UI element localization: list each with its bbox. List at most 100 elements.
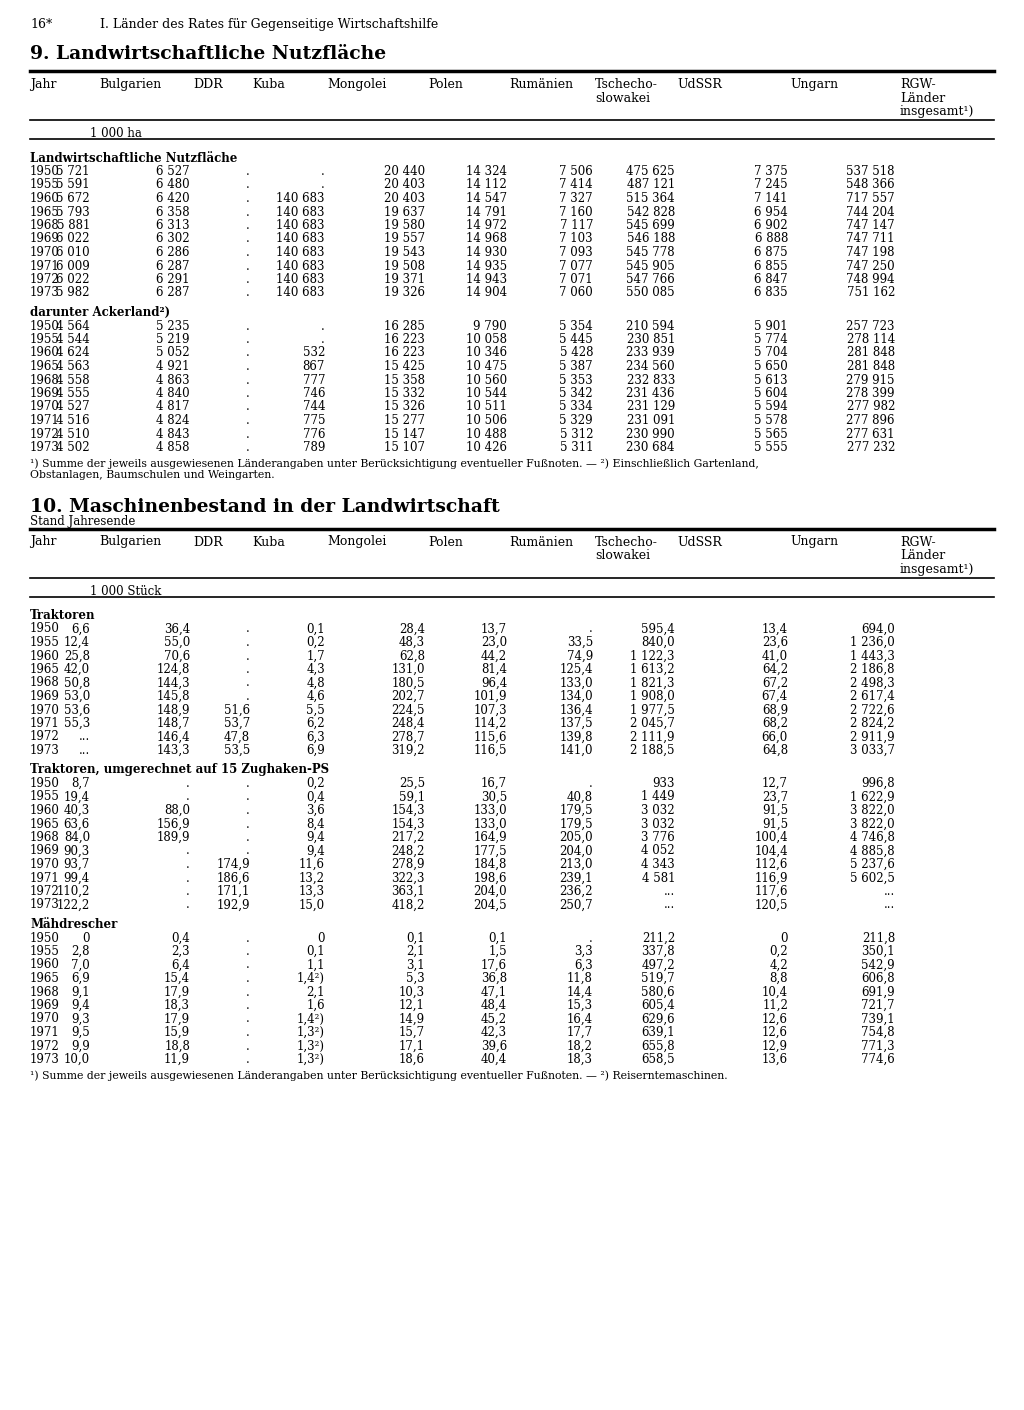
Text: 2 824,2: 2 824,2	[851, 718, 895, 730]
Text: 15 326: 15 326	[384, 400, 425, 413]
Text: 140 683: 140 683	[276, 286, 325, 299]
Text: 53,0: 53,0	[63, 689, 90, 704]
Text: 5 354: 5 354	[559, 320, 593, 333]
Text: 747 198: 747 198	[847, 245, 895, 259]
Text: 1973: 1973	[30, 286, 59, 299]
Text: 542,9: 542,9	[861, 959, 895, 971]
Text: .: .	[246, 818, 250, 830]
Text: 2 498,3: 2 498,3	[850, 677, 895, 689]
Text: 1971: 1971	[30, 871, 59, 884]
Text: 4,6: 4,6	[306, 689, 325, 704]
Text: 5 311: 5 311	[559, 441, 593, 454]
Text: I. Länder des Rates für Gegenseitige Wirtschaftshilfe: I. Länder des Rates für Gegenseitige Wir…	[100, 18, 438, 31]
Text: .: .	[246, 830, 250, 845]
Text: 10,4: 10,4	[762, 986, 788, 998]
Text: 104,4: 104,4	[755, 845, 788, 857]
Text: .: .	[246, 206, 250, 219]
Text: ¹) Summe der jeweils ausgewiesenen Länderangaben unter Berücksichtigung eventuel: ¹) Summe der jeweils ausgewiesenen Lände…	[30, 458, 759, 470]
Text: 1970: 1970	[30, 704, 59, 716]
Text: 771,3: 771,3	[861, 1039, 895, 1052]
Text: 107,3: 107,3	[473, 704, 507, 716]
Text: Obstanlagen, Baumschulen und Weingarten.: Obstanlagen, Baumschulen und Weingarten.	[30, 470, 274, 479]
Text: 6 855: 6 855	[755, 259, 788, 272]
Text: 18,2: 18,2	[567, 1039, 593, 1052]
Text: 1,4²): 1,4²)	[297, 971, 325, 986]
Text: 5 982: 5 982	[56, 286, 90, 299]
Text: 140 683: 140 683	[276, 219, 325, 233]
Text: 5 704: 5 704	[755, 347, 788, 360]
Text: ...: ...	[884, 885, 895, 898]
Text: 14 930: 14 930	[466, 245, 507, 259]
Text: 62,8: 62,8	[399, 650, 425, 663]
Text: 605,4: 605,4	[641, 1000, 675, 1012]
Text: Kuba: Kuba	[252, 536, 285, 548]
Text: 16 285: 16 285	[384, 320, 425, 333]
Text: 16 223: 16 223	[384, 333, 425, 345]
Text: .: .	[246, 333, 250, 345]
Text: 6 287: 6 287	[157, 259, 190, 272]
Text: 4 052: 4 052	[641, 845, 675, 857]
Text: 55,3: 55,3	[63, 718, 90, 730]
Text: 639,1: 639,1	[641, 1026, 675, 1039]
Text: 721,7: 721,7	[861, 1000, 895, 1012]
Text: 4,8: 4,8	[306, 677, 325, 689]
Text: 36,8: 36,8	[481, 971, 507, 986]
Text: 1955: 1955	[30, 791, 59, 804]
Text: 53,7: 53,7	[224, 718, 250, 730]
Text: darunter Ackerland²): darunter Ackerland²)	[30, 306, 170, 319]
Text: 1,4²): 1,4²)	[297, 1012, 325, 1025]
Text: Polen: Polen	[428, 78, 463, 92]
Text: 17,7: 17,7	[567, 1026, 593, 1039]
Text: 546 188: 546 188	[627, 233, 675, 245]
Text: 1955: 1955	[30, 179, 59, 192]
Text: 1969: 1969	[30, 689, 59, 704]
Text: 1965: 1965	[30, 818, 59, 830]
Text: 68,9: 68,9	[762, 704, 788, 716]
Text: 19 543: 19 543	[384, 245, 425, 259]
Text: 13,2: 13,2	[299, 871, 325, 884]
Text: .: .	[246, 219, 250, 233]
Text: 63,6: 63,6	[63, 818, 90, 830]
Text: 746: 746	[302, 386, 325, 400]
Text: 418,2: 418,2	[391, 898, 425, 911]
Text: 50,8: 50,8	[63, 677, 90, 689]
Text: 6 875: 6 875	[755, 245, 788, 259]
Text: 136,4: 136,4	[559, 704, 593, 716]
Text: 6 888: 6 888	[755, 233, 788, 245]
Text: .: .	[246, 259, 250, 272]
Text: 10 475: 10 475	[466, 360, 507, 374]
Text: 747 711: 747 711	[847, 233, 895, 245]
Text: .: .	[246, 689, 250, 704]
Text: 694,0: 694,0	[861, 622, 895, 636]
Text: 14 791: 14 791	[466, 206, 507, 219]
Text: 186,6: 186,6	[216, 871, 250, 884]
Text: 91,5: 91,5	[762, 818, 788, 830]
Text: 204,0: 204,0	[559, 845, 593, 857]
Text: 10 346: 10 346	[466, 347, 507, 360]
Text: Tschecho-: Tschecho-	[595, 536, 657, 548]
Text: 6,3: 6,3	[306, 730, 325, 743]
Text: 14 547: 14 547	[466, 192, 507, 204]
Text: .: .	[246, 320, 250, 333]
Text: 1972: 1972	[30, 1039, 59, 1052]
Text: ...: ...	[664, 898, 675, 911]
Text: 1972: 1972	[30, 885, 59, 898]
Text: 281 848: 281 848	[847, 360, 895, 374]
Text: 15 358: 15 358	[384, 374, 425, 386]
Text: .: .	[246, 636, 250, 649]
Text: 13,3: 13,3	[299, 885, 325, 898]
Text: 2 188,5: 2 188,5	[631, 744, 675, 757]
Text: 691,9: 691,9	[861, 986, 895, 998]
Text: 1971: 1971	[30, 718, 59, 730]
Text: 0,4: 0,4	[306, 791, 325, 804]
Text: 545 905: 545 905	[627, 259, 675, 272]
Text: 224,5: 224,5	[391, 704, 425, 716]
Text: 1955: 1955	[30, 945, 59, 957]
Text: .: .	[322, 165, 325, 178]
Text: 5 237,6: 5 237,6	[850, 859, 895, 871]
Text: 4 843: 4 843	[157, 427, 190, 440]
Text: 18,3: 18,3	[567, 1053, 593, 1066]
Text: 3,3: 3,3	[574, 945, 593, 957]
Text: 774,6: 774,6	[861, 1053, 895, 1066]
Text: 5 793: 5 793	[56, 206, 90, 219]
